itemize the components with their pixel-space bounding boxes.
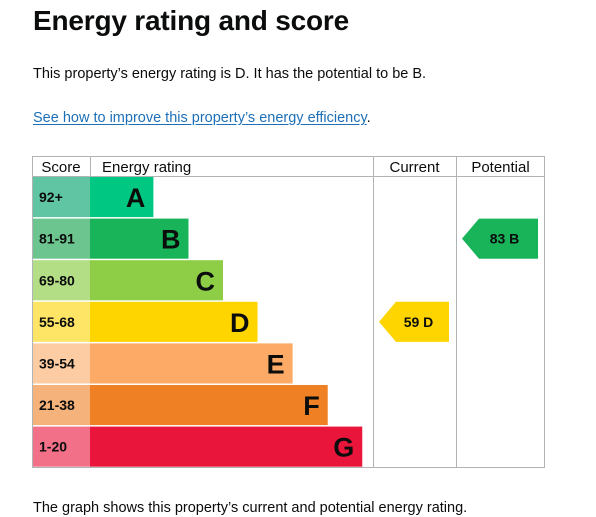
score-label-a: 92+	[39, 189, 63, 205]
rating-bar-b	[90, 218, 189, 259]
rating-letter-e: E	[267, 349, 285, 379]
link-trailing-punctuation: .	[366, 110, 371, 126]
score-cell-g	[32, 426, 90, 467]
score-label-d: 55-68	[39, 314, 75, 330]
rating-bar-e	[90, 343, 293, 384]
graph-caption: The graph shows this property’s current …	[33, 500, 468, 516]
score-label-f: 21-38	[39, 397, 75, 413]
score-cell-c	[32, 260, 90, 301]
current-rating-label: 59 D	[404, 314, 434, 330]
potential-rating-label: 83 B	[490, 231, 520, 247]
score-column-header: Score	[41, 159, 80, 176]
rating-letter-f: F	[303, 391, 320, 421]
page-title: Energy rating and score	[33, 5, 349, 36]
rating-bar-a	[90, 177, 154, 218]
score-label-g: 1-20	[39, 439, 67, 455]
score-cell-e	[32, 343, 90, 384]
rating-summary-text: This property’s energy rating is D. It h…	[33, 66, 427, 82]
current-arrow	[379, 301, 449, 342]
rating-bar-c	[90, 260, 224, 301]
rating-letter-a: A	[126, 183, 146, 213]
potential-column-header: Potential	[471, 159, 529, 176]
energy-rating-column-header: Energy rating	[102, 159, 191, 176]
potential-arrow	[462, 218, 538, 259]
rating-letter-c: C	[196, 266, 216, 296]
rating-letter-d: D	[230, 308, 250, 338]
current-column-header: Current	[389, 159, 440, 176]
rating-bar-g	[90, 426, 363, 467]
improve-link-line: See how to improve this property’s energ…	[33, 110, 371, 126]
improve-efficiency-link[interactable]: See how to improve this property’s energ…	[33, 110, 367, 126]
rating-bar-d	[90, 301, 258, 342]
rating-letter-g: G	[333, 433, 354, 463]
rating-bar-f	[90, 385, 328, 426]
energy-rating-chart: Score Energy rating Current Potential 92+ A 81…	[32, 156, 545, 468]
score-cell-d	[32, 301, 90, 342]
score-label-b: 81-91	[39, 231, 75, 247]
score-label-e: 39-54	[39, 355, 75, 371]
score-label-c: 69-80	[39, 272, 75, 288]
score-cell-b	[32, 218, 90, 259]
energy-rating-graph: Score Energy rating Current Potential 92+ A 81…	[32, 156, 545, 468]
rating-letter-b: B	[161, 225, 181, 255]
score-cell-f	[32, 385, 90, 426]
score-cell-a	[32, 177, 90, 218]
